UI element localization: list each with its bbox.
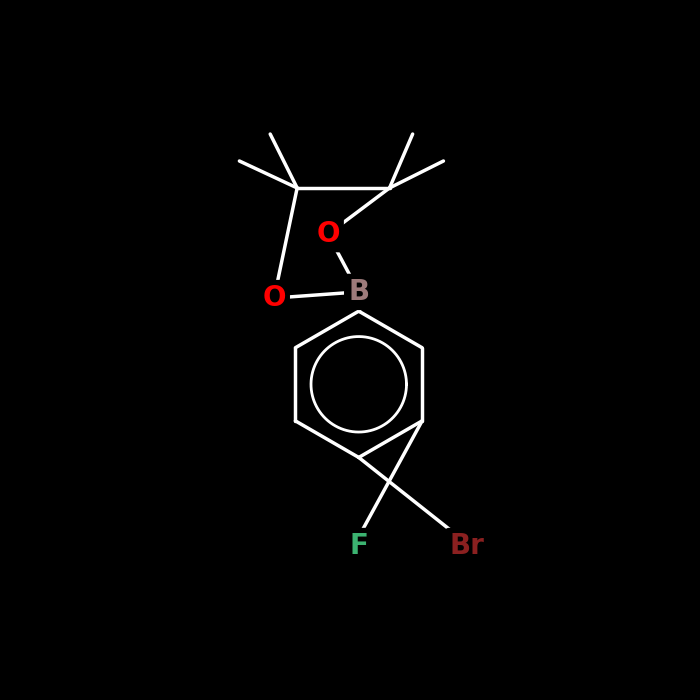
Text: Br: Br [449, 532, 484, 560]
Text: F: F [349, 532, 368, 560]
Text: O: O [262, 284, 286, 312]
Text: O: O [316, 220, 340, 248]
Text: B: B [348, 278, 370, 306]
